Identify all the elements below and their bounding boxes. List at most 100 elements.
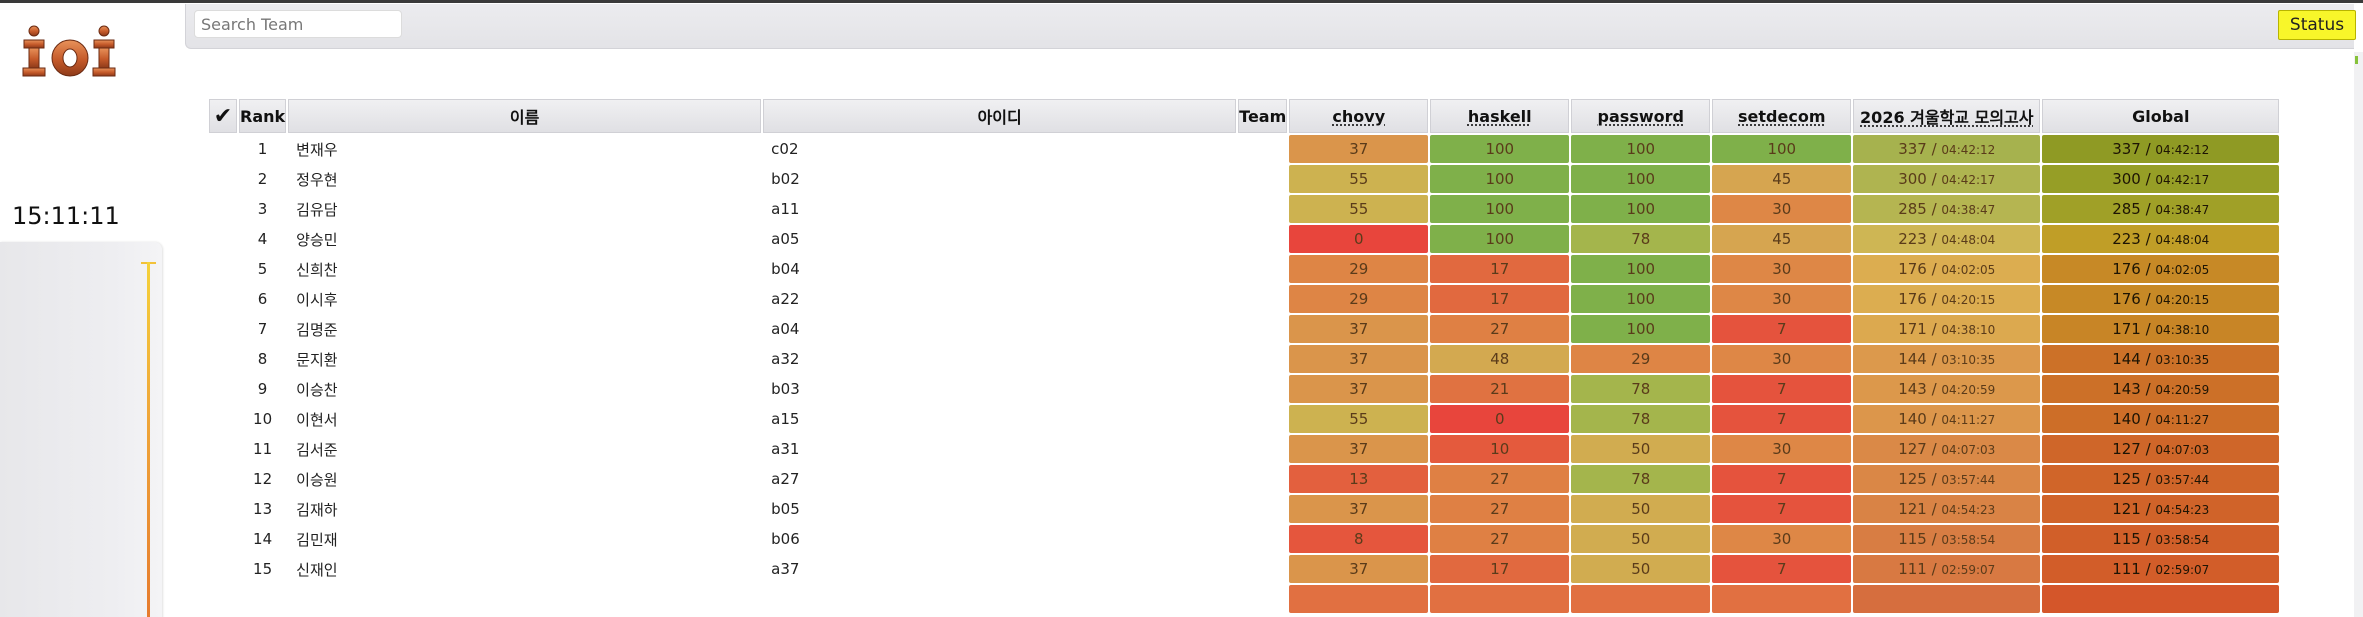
row-select-cell[interactable] xyxy=(209,135,237,163)
timeline-bar[interactable] xyxy=(147,262,150,617)
team-cell xyxy=(1238,435,1287,463)
task-score-cell: 30 xyxy=(1712,255,1852,283)
rank-cell: 8 xyxy=(257,350,268,368)
task-score-cell: 0 xyxy=(1430,405,1570,433)
select-all-header[interactable]: ✔ xyxy=(209,99,237,133)
task-header-setdecom[interactable]: setdecom xyxy=(1712,99,1852,133)
task-score-cell: 27 xyxy=(1430,465,1570,493)
rank-cell xyxy=(239,585,286,613)
team-header[interactable]: Team xyxy=(1238,99,1288,133)
table-row[interactable]: 13 김재하 b05 37 27 50 7 121 / 04:54:23 121 / 04:54… xyxy=(209,495,2280,523)
row-select-cell[interactable] xyxy=(209,435,237,463)
row-select-cell[interactable] xyxy=(209,255,237,283)
contest-total-time: 02:59:07 xyxy=(1941,563,1996,577)
task-header-chovy[interactable]: chovy xyxy=(1289,99,1429,133)
team-cell xyxy=(1238,375,1287,403)
table-row[interactable]: 15 신재인 a37 37 17 50 7 111 / 02:59:07 111 / 02:59… xyxy=(209,555,2280,583)
task-header-password[interactable]: password xyxy=(1571,99,1711,133)
search-team-input[interactable] xyxy=(194,10,402,38)
task-score-cell: 100 xyxy=(1430,165,1570,193)
task-score-cell: 100 xyxy=(1430,195,1570,223)
table-row[interactable]: 5 신희찬 b04 29 17 100 30 176 / 04:02:05 176 / 04:0… xyxy=(209,255,2280,283)
task-score-cell: 7 xyxy=(1712,375,1852,403)
table-row[interactable]: 7 김명준 a04 37 27 100 7 171 / 04:38:10 171 / 04:38… xyxy=(209,315,2280,343)
table-row[interactable]: 1 변재우 c02 37 100 100 100 337 / 04:42:12 337 / 04… xyxy=(209,135,2280,163)
table-row[interactable]: 8 문지환 a32 37 48 29 30 144 / 03:10:35 144 / 03:10… xyxy=(209,345,2280,373)
time-separator: / xyxy=(1926,440,1942,458)
id-cell: a15 xyxy=(771,410,800,428)
row-select-cell[interactable] xyxy=(209,375,237,403)
contest-total-value: 140 xyxy=(1898,410,1927,428)
row-select-cell[interactable] xyxy=(209,585,237,613)
table-row[interactable]: 12 이승원 a27 13 27 78 7 125 / 03:57:44 125 / 03:57… xyxy=(209,465,2280,493)
row-select-cell[interactable] xyxy=(209,225,237,253)
global-total-time: 02:59:07 xyxy=(2155,563,2210,577)
name-header[interactable]: 이름 xyxy=(288,99,762,133)
contest-total-value: 300 xyxy=(1898,170,1927,188)
task-score-cell: 100 xyxy=(1571,255,1711,283)
task-score-cell: 78 xyxy=(1571,405,1711,433)
global-header[interactable]: Global xyxy=(2042,99,2280,133)
time-separator: / xyxy=(2140,380,2156,398)
row-select-cell[interactable] xyxy=(209,345,237,373)
table-row[interactable]: 6 이시후 a22 29 17 100 30 176 / 04:20:15 176 / 04:2… xyxy=(209,285,2280,313)
task-score-cell: 7 xyxy=(1712,405,1852,433)
row-select-cell[interactable] xyxy=(209,405,237,433)
row-select-cell[interactable] xyxy=(209,315,237,343)
global-total-value: 111 xyxy=(2112,560,2141,578)
global-total-value: 300 xyxy=(2112,170,2141,188)
table-row[interactable] xyxy=(209,585,2280,613)
task-score-cell: 55 xyxy=(1289,405,1429,433)
table-row[interactable]: 10 이현서 a15 55 0 78 7 140 / 04:11:27 140 / 04:11:… xyxy=(209,405,2280,433)
global-total-value: 143 xyxy=(2112,380,2141,398)
global-total-cell: 140 / 04:11:27 xyxy=(2042,405,2280,433)
contest-total-time: 04:20:59 xyxy=(1941,383,1996,397)
contest-header[interactable]: 2026 겨울학교 모의고사 xyxy=(1853,99,2041,133)
contest-total-time: 03:10:35 xyxy=(1941,353,1996,367)
row-select-cell[interactable] xyxy=(209,555,237,583)
rank-header[interactable]: Rank xyxy=(239,99,287,133)
task-header-label: chovy xyxy=(1332,106,1386,126)
name-cell: 양승민 xyxy=(296,230,338,249)
row-select-cell[interactable] xyxy=(209,525,237,553)
table-row[interactable]: 2 정우현 b02 55 100 100 45 300 / 04:42:17 300 / 04:… xyxy=(209,165,2280,193)
global-total-cell xyxy=(2042,585,2280,613)
table-row[interactable]: 9 이승찬 b03 37 21 78 7 143 / 04:20:59 143 / 04:20:… xyxy=(209,375,2280,403)
row-select-cell[interactable] xyxy=(209,465,237,493)
team-cell xyxy=(1238,195,1287,223)
id-cell: b02 xyxy=(771,170,800,188)
task-score-cell: 17 xyxy=(1430,255,1570,283)
global-total-time: 04:42:17 xyxy=(2155,173,2210,187)
global-total-time: 04:38:10 xyxy=(2155,323,2210,337)
row-select-cell[interactable] xyxy=(209,285,237,313)
time-separator: / xyxy=(2140,200,2156,218)
time-separator: / xyxy=(1926,140,1942,158)
task-score-cell: 100 xyxy=(1430,135,1570,163)
team-cell xyxy=(1238,345,1287,373)
table-row[interactable]: 11 김서준 a31 37 10 50 30 127 / 04:07:03 127 / 04:0… xyxy=(209,435,2280,463)
time-separator: / xyxy=(1926,380,1942,398)
id-cell: a27 xyxy=(771,470,800,488)
row-select-cell[interactable] xyxy=(209,195,237,223)
contest-total-value: 111 xyxy=(1898,560,1927,578)
table-row[interactable]: 4 양승민 a05 0 100 78 45 223 / 04:48:04 223 / 04:48… xyxy=(209,225,2280,253)
task-header-haskell[interactable]: haskell xyxy=(1430,99,1570,133)
status-button[interactable]: Status xyxy=(2278,10,2356,40)
task-score-cell: 7 xyxy=(1712,495,1852,523)
id-header[interactable]: 아이디 xyxy=(763,99,1237,133)
global-total-value: 176 xyxy=(2112,290,2141,308)
rank-cell: 6 xyxy=(257,290,268,308)
global-total-time: 04:02:05 xyxy=(2155,263,2210,277)
contest-total-cell: 176 / 04:02:05 xyxy=(1853,255,2041,283)
time-separator: / xyxy=(2140,170,2156,188)
table-row[interactable]: 14 김민재 b06 8 27 50 30 115 / 03:58:54 115 / 03:58… xyxy=(209,525,2280,553)
global-total-value: 127 xyxy=(2112,440,2141,458)
table-row[interactable]: 3 김유담 a11 55 100 100 30 285 / 04:38:47 285 / 04:… xyxy=(209,195,2280,223)
row-select-cell[interactable] xyxy=(209,165,237,193)
row-select-cell[interactable] xyxy=(209,495,237,523)
global-total-cell: 111 / 02:59:07 xyxy=(2042,555,2280,583)
task-score-cell: 27 xyxy=(1430,315,1570,343)
task-score-cell xyxy=(1289,585,1429,613)
id-cell: a22 xyxy=(771,290,800,308)
task-score-cell: 27 xyxy=(1430,495,1570,523)
